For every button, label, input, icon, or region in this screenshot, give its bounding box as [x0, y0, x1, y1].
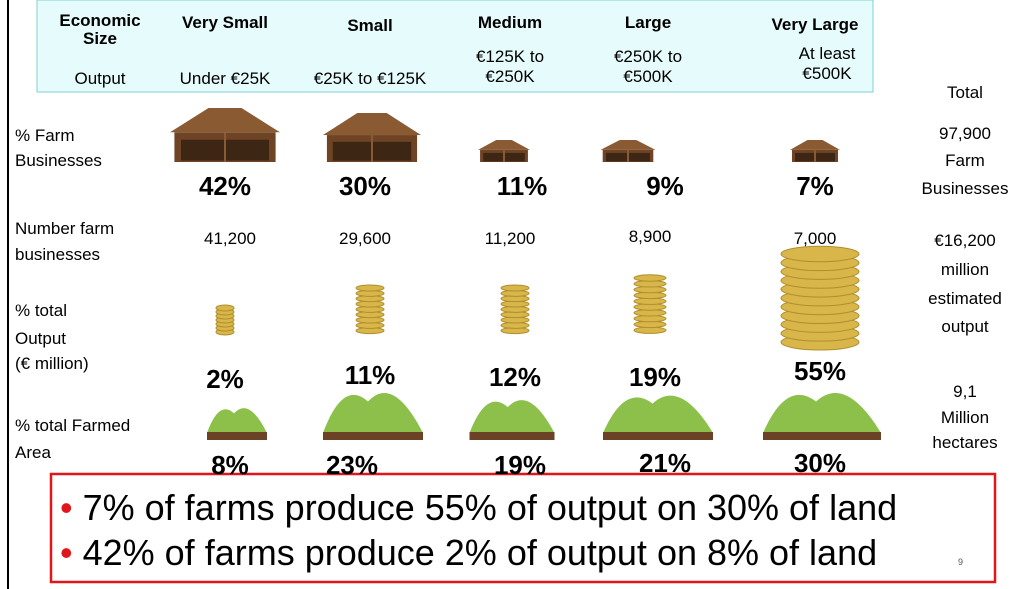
- column-name: Very Small: [181, 13, 269, 32]
- shape: [603, 395, 713, 433]
- icons: [170, 108, 881, 440]
- coin: [780, 245, 860, 263]
- row-label: Area: [15, 443, 51, 462]
- percent: 9%: [646, 171, 684, 201]
- count: 8,900: [628, 227, 672, 246]
- percent: 7%: [796, 171, 834, 201]
- header-label: Output: [74, 69, 126, 88]
- shape: [323, 113, 421, 136]
- total: Million: [940, 408, 990, 427]
- bullet-text: 7% of farms produce 55% of output on 30%…: [82, 487, 898, 528]
- percent: 11%: [496, 171, 548, 201]
- shape: [790, 140, 840, 150]
- column-output: €250K to: [613, 47, 683, 66]
- shape: [478, 140, 530, 150]
- column-output: €125K to: [475, 47, 545, 66]
- count: 11,200: [484, 229, 536, 248]
- row-label: % Farm: [15, 126, 75, 145]
- row-label: businesses: [15, 245, 101, 264]
- column-output: €500K: [802, 64, 852, 83]
- percent: 23%: [325, 450, 379, 480]
- header-box: [36, 0, 874, 93]
- shape: [600, 140, 656, 150]
- column-name: Medium: [477, 13, 543, 32]
- percent: 42%: [198, 171, 252, 201]
- bullet-text: 42% of farms produce 2% of output on 8% …: [82, 532, 878, 573]
- total: million: [940, 260, 990, 279]
- shape: [469, 400, 555, 433]
- page-number: 9: [958, 557, 964, 567]
- count: 29,600: [339, 229, 391, 248]
- bullet-dot: •: [60, 487, 83, 528]
- row-label: Businesses: [15, 151, 102, 170]
- coin: [355, 284, 385, 292]
- coin: [215, 304, 235, 312]
- bullet-dot: •: [60, 532, 83, 573]
- total: output: [941, 317, 989, 336]
- column-output: €500K: [623, 67, 673, 86]
- shape: [469, 432, 555, 440]
- coin: [633, 274, 667, 282]
- row-label: % total Farmed: [15, 416, 131, 435]
- total: Businesses: [921, 179, 1009, 198]
- header-label: Size: [82, 29, 118, 48]
- column-output: €25K to €125K: [313, 69, 427, 88]
- percent: 30%: [338, 171, 392, 201]
- percent: 55%: [793, 356, 847, 386]
- total: €16,200: [934, 231, 996, 250]
- percent: 21%: [638, 448, 692, 478]
- column-name: Large: [624, 13, 672, 32]
- shape: [207, 408, 267, 433]
- shape: [763, 432, 881, 440]
- summary-box: [49, 472, 997, 584]
- shape: [323, 392, 423, 433]
- header-label: Economic: [59, 11, 141, 30]
- coin: [500, 284, 530, 292]
- total: hectares: [932, 433, 998, 452]
- shape: [603, 432, 713, 440]
- column-name: Small: [347, 16, 393, 35]
- column-output: At least: [798, 44, 856, 63]
- bullet: • 7% of farms produce 55% of output on 3…: [60, 490, 897, 526]
- column-output: Under €25K: [179, 69, 271, 88]
- count: 41,200: [204, 229, 256, 248]
- total-label: Total: [947, 83, 983, 102]
- total: Farm: [945, 151, 985, 170]
- percent: 30%: [793, 448, 847, 478]
- shape: [323, 432, 423, 440]
- shape: [763, 392, 881, 433]
- row-label: Output: [15, 329, 67, 348]
- percent: 19%: [493, 450, 547, 480]
- column-name: Very Large: [771, 15, 859, 34]
- count: 7,000: [793, 229, 837, 248]
- percent: 2%: [206, 364, 244, 394]
- row-label: (€ million): [15, 354, 89, 373]
- column-output: €250K: [485, 67, 535, 86]
- row-label: Number farm: [15, 219, 115, 238]
- percent: 19%: [628, 362, 682, 392]
- percent: 11%: [344, 360, 396, 390]
- row-label: % total: [15, 301, 67, 320]
- total: 9,1: [953, 382, 977, 401]
- bullet: • 42% of farms produce 2% of output on 8…: [60, 535, 877, 571]
- shape: [207, 432, 267, 440]
- percent: 12%: [488, 362, 542, 392]
- shape: [170, 108, 280, 133]
- total: estimated: [928, 289, 1002, 308]
- total: 97,900: [939, 124, 991, 143]
- percent: 8%: [211, 450, 249, 480]
